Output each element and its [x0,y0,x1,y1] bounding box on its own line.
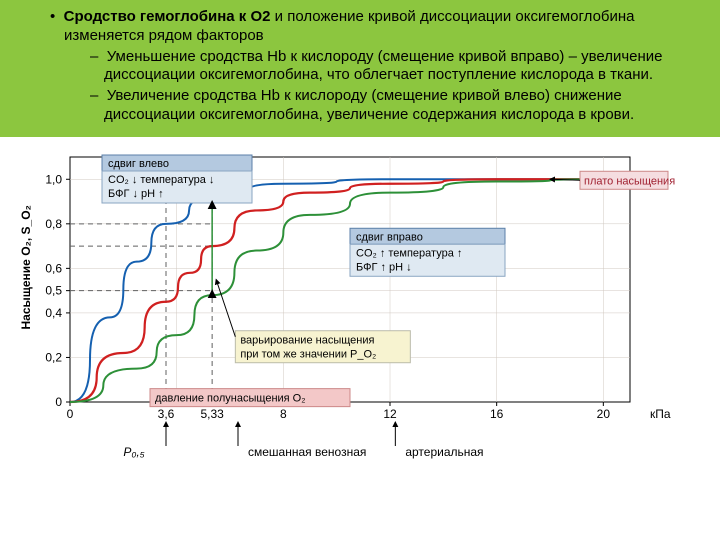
svg-text:смешанная венозная: смешанная венозная [248,445,366,459]
svg-text:БФГ ↓ pH ↑: БФГ ↓ pH ↑ [108,188,164,200]
svg-text:варьирование насыщения: варьирование насыщения [240,334,374,346]
half-saturation-label: давление полунасыщения O₂ [155,392,306,404]
svg-text:БФГ ↑ pH ↓: БФГ ↑ pH ↓ [356,261,412,273]
svg-text:5,33: 5,33 [200,407,224,421]
plateau-label: плато насыщения [584,175,675,187]
svg-text:0,8: 0,8 [45,216,62,230]
svg-text:при том же значении P_O₂: при том же значении P_O₂ [240,348,376,360]
banner-sub-2: – Увеличение сродства Hb к кислороду (см… [90,87,692,125]
banner-main-bullet: • Сродство гемоглобина к O2 и положение … [50,8,692,125]
svg-text:0,4: 0,4 [45,305,62,319]
svg-text:1,0: 1,0 [45,172,62,186]
banner-sub-1: – Уменьшение сродства Hb к кислороду (см… [90,48,692,86]
svg-text:0: 0 [67,407,74,421]
svg-text:16: 16 [490,407,504,421]
svg-text:3,6: 3,6 [158,407,175,421]
svg-text:20: 20 [597,407,611,421]
svg-text:Насыщение O₂, S_O₂: Насыщение O₂, S_O₂ [19,205,33,329]
svg-text:артериальная: артериальная [405,445,483,459]
banner-text-block: • Сродство гемоглобина к O2 и положение … [0,0,720,137]
shift-right-title: сдвиг вправо [356,231,423,243]
svg-text:0,2: 0,2 [45,350,62,364]
svg-text:0: 0 [55,395,62,409]
shift-left-title: сдвиг влево [108,158,169,170]
svg-text:0,6: 0,6 [45,261,62,275]
svg-text:8: 8 [280,407,287,421]
svg-text:CO₂ ↓ температура ↓: CO₂ ↓ температура ↓ [108,174,214,186]
svg-text:12: 12 [383,407,397,421]
svg-text:P₀,₅: P₀,₅ [123,445,144,459]
svg-text:CO₂ ↑ температура ↑: CO₂ ↑ температура ↑ [356,247,462,259]
dissociation-curve-chart: 0 0,2 0,4 0,5 0,6 0,8 1,0 0 3,6 5,33 8 12 16 20 кПа Нас… [10,137,710,467]
svg-text:0,5: 0,5 [45,283,62,297]
svg-text:кПа: кПа [650,407,671,421]
